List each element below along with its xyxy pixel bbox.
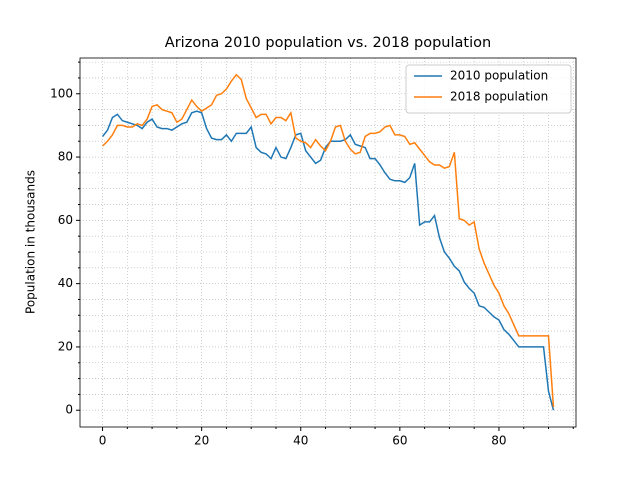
line: [102, 73, 555, 408]
y-tick-label: 40: [58, 276, 73, 290]
x-tick-label: 40: [293, 434, 308, 448]
x-tick-label: 20: [194, 434, 209, 448]
legend-label: 2018 population: [450, 90, 548, 104]
y-tick-label: 0: [65, 403, 73, 417]
x-tick-label: 80: [491, 434, 506, 448]
x-tick-label: 0: [99, 434, 107, 448]
y-tick-label: 100: [50, 86, 73, 100]
y-axis-label: Population in thousands: [24, 170, 38, 314]
y-tick-label: 80: [58, 150, 73, 164]
legend-box: [405, 64, 572, 114]
x-tick-label: 60: [392, 434, 407, 448]
chart-title: Arizona 2010 population vs. 2018 populat…: [165, 35, 491, 51]
legend-label: 2010 population: [450, 69, 548, 83]
plot-frame: [79, 57, 577, 428]
y-tick-label: 60: [58, 213, 73, 227]
y-tick-label: 20: [58, 339, 73, 353]
